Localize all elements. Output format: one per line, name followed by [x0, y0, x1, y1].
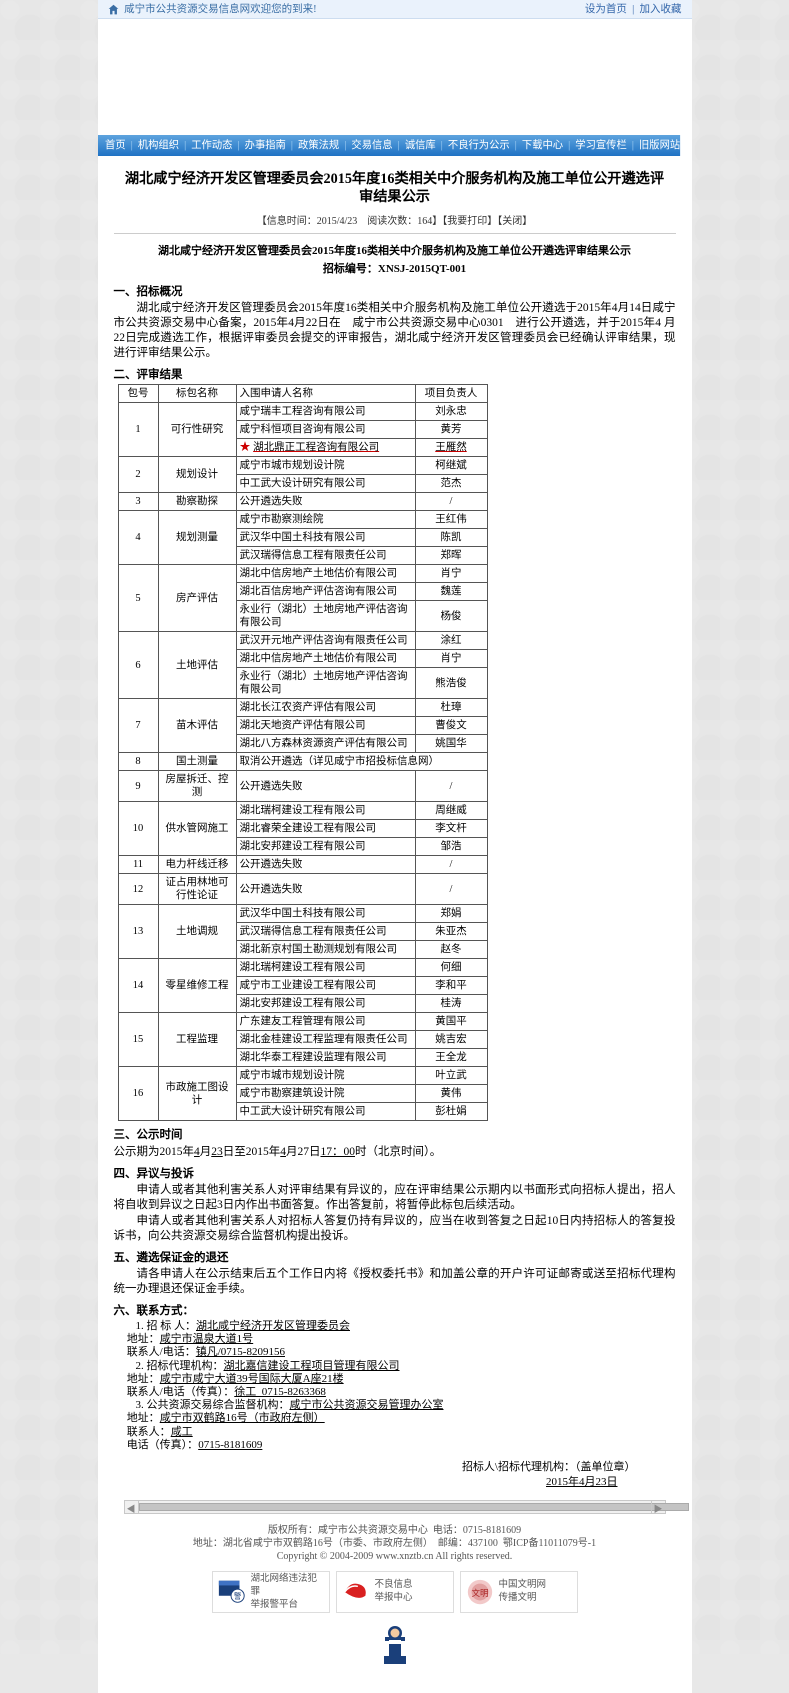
svg-text:警: 警	[233, 1591, 241, 1601]
svg-text:文明: 文明	[471, 1588, 488, 1598]
